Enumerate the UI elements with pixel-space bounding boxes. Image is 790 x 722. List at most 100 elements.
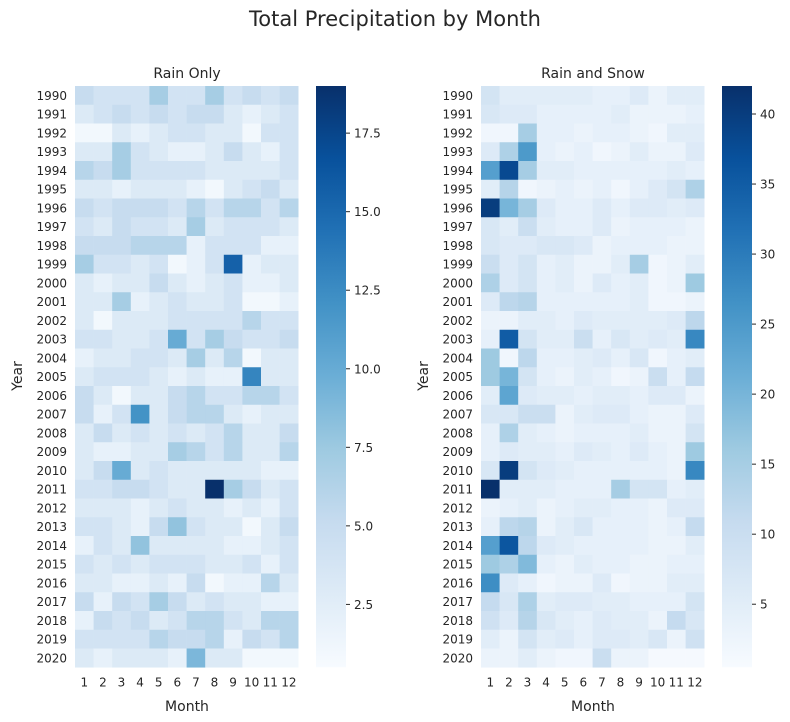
heatmap-cell	[499, 442, 519, 462]
y-tick-label: 1992	[442, 126, 473, 140]
heatmap-cell	[186, 254, 206, 274]
heatmap-cell	[611, 573, 631, 593]
heatmap-cell	[261, 198, 280, 218]
heatmap-cell	[168, 311, 187, 331]
heatmap-cell	[555, 217, 575, 237]
heatmap-cell	[205, 629, 225, 649]
heatmap-cell	[555, 236, 575, 256]
heatmap-cell	[499, 404, 519, 424]
heatmap-cell	[499, 629, 519, 649]
x-tick-label: 11	[669, 675, 684, 689]
y-tick-label: 1992	[36, 126, 67, 140]
heatmap-cell	[93, 629, 113, 649]
heatmap-cell	[279, 536, 299, 556]
heatmap-cell	[629, 479, 649, 499]
colorbar-tick-label: 2.5	[354, 598, 373, 612]
heatmap-cell	[611, 479, 631, 499]
heatmap-cell	[499, 517, 519, 537]
x-tick-label: 9	[229, 675, 237, 689]
heatmap-cell	[130, 198, 150, 218]
heatmap-cell	[149, 629, 169, 649]
heatmap-cell	[75, 104, 94, 124]
subplot-title: Rain Only	[153, 66, 220, 82]
heatmap-cell	[629, 629, 649, 649]
heatmap-cell	[261, 629, 280, 649]
heatmap-cell	[667, 404, 686, 424]
heatmap-cell	[667, 648, 686, 668]
heatmap-cell	[629, 404, 649, 424]
heatmap-cell	[279, 367, 299, 387]
heatmap-cell	[518, 329, 538, 349]
heatmap-cell	[518, 236, 538, 256]
heatmap-cell	[75, 498, 94, 518]
heatmap-cell	[648, 648, 668, 668]
heatmap-cell	[205, 592, 225, 612]
heatmap-cell	[279, 592, 299, 612]
heatmap-cell	[112, 161, 132, 181]
x-tick-label: 3	[118, 675, 126, 689]
heatmap-cell	[574, 311, 593, 331]
heatmap-cell	[261, 217, 280, 237]
heatmap-cell	[648, 123, 668, 143]
heatmap-cell	[223, 254, 243, 274]
heatmap-cell	[93, 498, 113, 518]
heatmap-cell	[574, 479, 593, 499]
heatmap-cell	[611, 367, 631, 387]
heatmap-cell	[629, 554, 649, 574]
heatmap-cell	[536, 611, 556, 631]
heatmap-cell	[223, 198, 243, 218]
heatmap-cell	[168, 367, 187, 387]
y-tick-label: 2007	[36, 408, 67, 422]
heatmap-cell	[205, 498, 225, 518]
heatmap-cell	[186, 404, 206, 424]
heatmap-cell	[648, 179, 668, 199]
heatmap-cell	[242, 648, 262, 668]
heatmap-cell	[112, 479, 132, 499]
heatmap-cell	[168, 142, 187, 162]
heatmap-cell	[261, 254, 280, 274]
heatmap-cell	[149, 292, 169, 312]
heatmap-cell	[149, 104, 169, 124]
heatmap-cell	[223, 629, 243, 649]
heatmap-cell	[499, 386, 519, 406]
heatmap-cell	[93, 179, 113, 199]
heatmap-cell	[592, 273, 612, 293]
y-tick-label: 2017	[442, 595, 473, 609]
heatmap-cell	[168, 179, 187, 199]
heatmap-cell	[518, 573, 538, 593]
x-axis-label: Month	[571, 699, 615, 715]
heatmap-cell	[518, 498, 538, 518]
heatmap-cell	[667, 517, 686, 537]
y-tick-labels: 1990 1991 1992 1993 1994 1995 1996 1997 1998 1999…	[442, 89, 473, 666]
heatmap-cell	[130, 273, 150, 293]
heatmap-cell	[130, 386, 150, 406]
heatmap-cell	[685, 273, 705, 293]
heatmap-cell	[149, 217, 169, 237]
heatmap-cell	[592, 123, 612, 143]
heatmap-cell	[130, 536, 150, 556]
heatmap-cell	[481, 311, 500, 331]
heatmap-cell	[93, 404, 113, 424]
heatmap-cell	[499, 423, 519, 443]
heatmap-cell	[168, 592, 187, 612]
heatmap-cell	[75, 236, 94, 256]
heatmap-cell	[205, 423, 225, 443]
colorbar-tick-label: 20	[760, 388, 775, 402]
heatmap-cell	[629, 517, 649, 537]
heatmap-cell	[592, 442, 612, 462]
heatmap-cell	[93, 142, 113, 162]
heatmap-cell	[205, 517, 225, 537]
heatmap-cell	[685, 179, 705, 199]
heatmap-cell	[629, 311, 649, 331]
heatmap-cell	[112, 179, 132, 199]
heatmap-cell	[481, 104, 500, 124]
heatmap-cell	[536, 217, 556, 237]
heatmap-cell	[481, 442, 500, 462]
heatmap-cell	[518, 104, 538, 124]
y-tick-label: 2001	[36, 295, 67, 309]
heatmap-cell	[667, 86, 686, 106]
heatmap-cell	[555, 611, 575, 631]
heatmap-cell	[149, 536, 169, 556]
heatmap-cell	[499, 592, 519, 612]
heatmap-cell	[611, 554, 631, 574]
